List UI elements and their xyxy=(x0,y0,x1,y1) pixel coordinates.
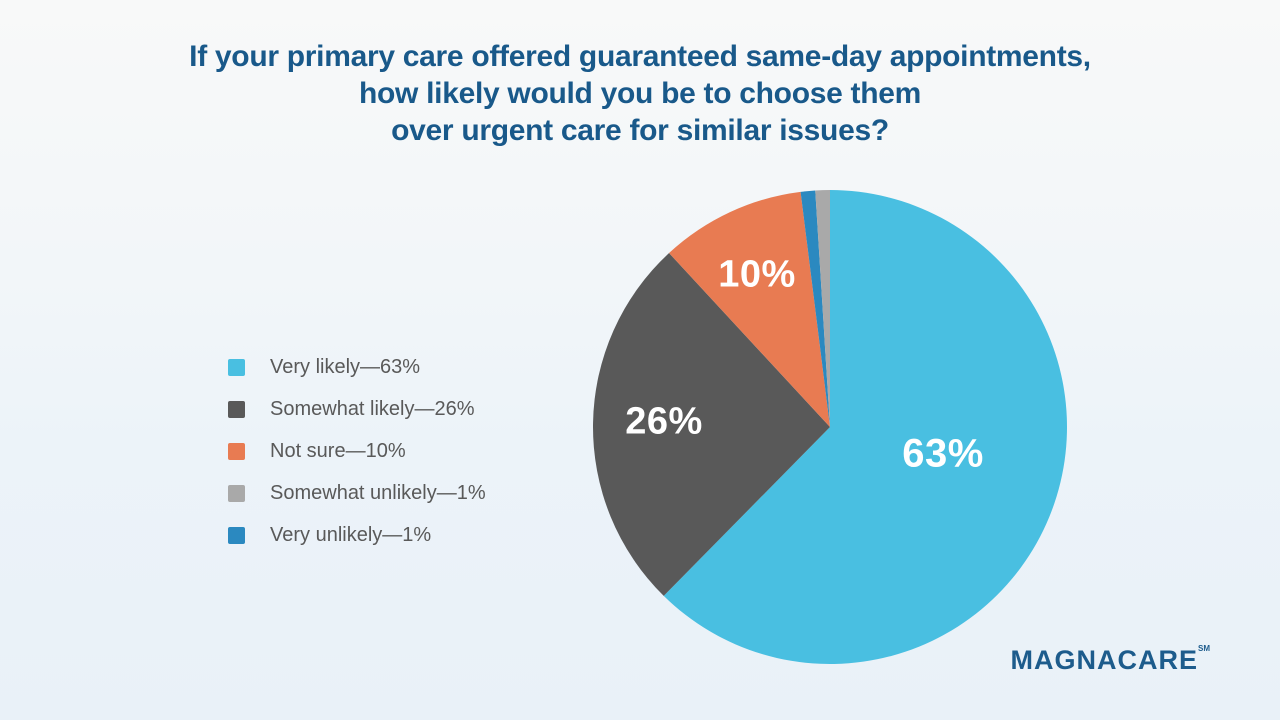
chart-title-line-1: If your primary care offered guaranteed … xyxy=(189,40,1091,73)
legend-swatch-very-likely xyxy=(228,358,245,376)
legend-swatch-very-unlikely xyxy=(228,526,245,544)
pie-slice-somewhat-likely xyxy=(593,253,830,596)
pie-slice-very-likely xyxy=(663,190,1067,664)
legend-label: Very unlikely—1% xyxy=(270,523,432,546)
pie-value-label-very-likely: 63% xyxy=(902,431,984,476)
pie-svg xyxy=(593,190,1067,664)
magnacare-logo-text: MAGNACARE xyxy=(1010,645,1198,675)
chart-title-line-3: over urgent care for similar issues? xyxy=(391,114,889,147)
pie-value-label-somewhat-likely: 26% xyxy=(625,400,703,443)
pie-chart: 63% 26% 10% xyxy=(593,190,1067,664)
legend-label: Somewhat unlikely—1% xyxy=(270,481,486,504)
legend-swatch-not-sure xyxy=(228,442,245,460)
legend-label: Not sure—10% xyxy=(270,439,406,462)
pie-value-label-not-sure: 10% xyxy=(718,253,796,296)
legend-item-very-unlikely: Very unlikely—1% xyxy=(228,514,486,556)
pie-slice-somewhat-unlikely xyxy=(815,190,830,427)
legend-label: Very likely—63% xyxy=(270,355,421,378)
legend-swatch-somewhat-likely xyxy=(228,400,245,418)
legend-item-somewhat-likely: Somewhat likely—26% xyxy=(228,388,486,430)
chart-title: If your primary care offered guaranteed … xyxy=(0,38,1280,149)
service-mark: SM xyxy=(1198,644,1210,653)
legend-label: Somewhat likely—26% xyxy=(270,397,475,420)
pie-slice-very-unlikely xyxy=(800,190,830,427)
legend-item-not-sure: Not sure—10% xyxy=(228,430,486,472)
chart-title-line-2: how likely would you be to choose them xyxy=(359,77,921,110)
magnacare-logo: MAGNACARESM xyxy=(1011,644,1211,676)
legend-item-very-likely: Very likely—63% xyxy=(228,346,486,388)
legend-item-somewhat-unlikely: Somewhat unlikely—1% xyxy=(228,472,486,514)
chart-legend: Very likely—63% Somewhat likely—26% Not … xyxy=(228,346,486,556)
legend-swatch-somewhat-unlikely xyxy=(228,484,245,502)
pie-slice-not-sure xyxy=(669,191,830,427)
